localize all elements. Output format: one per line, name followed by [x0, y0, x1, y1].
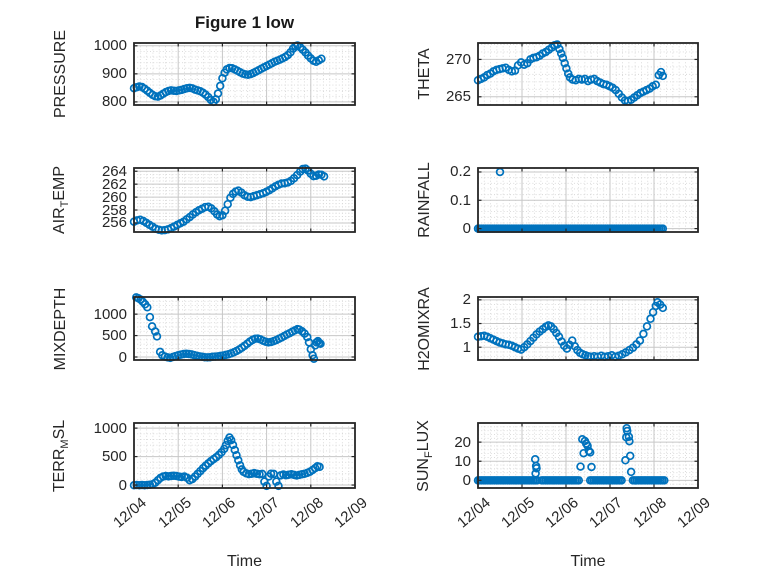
y-axis-label-text: THETA [416, 48, 433, 100]
y-tick-label: 1000 [93, 305, 127, 323]
figure-title: Figure 1 low [194, 13, 295, 32]
y-tick-label: 500 [101, 448, 127, 466]
y-tick-label: 1.5 [450, 315, 471, 333]
plot-area-rainfall [473, 167, 699, 233]
x-axis-title: Time [570, 553, 606, 570]
y-axis-label-h2omixra: H2OMIXRA [416, 287, 434, 371]
plot-area-air-temp [129, 164, 356, 235]
x-tick-label: 12/07 [243, 494, 283, 532]
x-tick-label: 12/07 [586, 494, 627, 532]
y-axis-label-pressure: PRESSURE [52, 30, 70, 118]
y-tick-label: 262 [101, 175, 127, 193]
x-tick-label: 12/06 [199, 494, 239, 532]
y-axis-label-text: SUN [414, 457, 432, 492]
y-axis-label-text: EMP [50, 165, 68, 201]
y-axis-label-subscript: M [59, 438, 72, 449]
y-tick-label: 0 [462, 220, 471, 238]
y-axis-label-text: TERR [50, 448, 68, 492]
y-tick-label: 256 [101, 214, 127, 232]
y-tick-label: 258 [101, 201, 127, 219]
x-tick-label: 12/04 [110, 494, 151, 532]
y-axis-label-theta: THETA [416, 48, 434, 99]
y-tick-label: 1000 [93, 37, 127, 55]
x-axis-title: Time [227, 553, 262, 570]
y-tick-label: 20 [454, 433, 471, 451]
y-axis-label-sun-flux: SUNFLUX [415, 420, 435, 492]
y-axis-label-text: RAINFALL [416, 162, 433, 238]
plot-area-terr-msl [129, 422, 356, 491]
y-tick-label: 1000 [93, 419, 127, 437]
y-tick-label: 900 [101, 65, 127, 83]
y-tick-label: 0 [462, 471, 471, 489]
y-tick-label: 1 [462, 338, 471, 356]
y-tick-label: 0 [118, 348, 127, 366]
x-tick-label: 12/09 [674, 494, 715, 532]
y-tick-label: 264 [101, 162, 127, 180]
plot-area-h2omixra [473, 296, 699, 361]
y-tick-label: 270 [445, 50, 471, 68]
y-tick-label: 10 [454, 452, 471, 470]
x-tick-label: 12/06 [542, 494, 583, 532]
x-tick-label: 12/05 [154, 494, 195, 532]
plot-area-mixdepth [131, 293, 356, 363]
x-tick-label: 12/08 [287, 494, 328, 532]
plot-area-sun-flux [473, 422, 699, 489]
y-axis-label-text: AIR [50, 207, 68, 235]
y-tick-label: 800 [101, 93, 127, 111]
y-tick-label: 0.2 [450, 163, 471, 181]
plot-area-pressure [129, 41, 356, 107]
y-axis-label-mixdepth: MIXDEPTH [52, 287, 70, 370]
x-tick-label: 12/05 [498, 494, 539, 532]
y-axis-label-terr-msl: TERRMSL [51, 419, 71, 491]
y-axis-label-text: MIXDEPTH [52, 287, 69, 370]
y-axis-label-text: SL [50, 419, 68, 439]
plot-area-theta [473, 40, 699, 106]
y-tick-label: 0 [118, 476, 127, 494]
y-tick-label: 2 [462, 291, 471, 309]
x-tick-label: 12/04 [454, 494, 495, 532]
y-axis-label-air-temp: AIRTEMP [51, 166, 71, 234]
y-tick-label: 265 [445, 88, 471, 106]
y-axis-label-subscript: F [423, 450, 436, 458]
y-axis-label-subscript: T [59, 200, 72, 208]
y-tick-label: 500 [101, 327, 127, 345]
y-tick-label: 0.1 [450, 191, 471, 209]
x-tick-label: 12/09 [331, 494, 372, 532]
y-axis-label-text: LUX [414, 419, 432, 451]
y-tick-label: 260 [101, 188, 127, 206]
x-tick-label: 12/08 [630, 494, 671, 532]
y-axis-label-rainfall: RAINFALL [416, 162, 434, 238]
y-axis-label-text: PRESSURE [52, 29, 69, 119]
y-axis-label-text: H2OMIXRA [416, 286, 433, 371]
